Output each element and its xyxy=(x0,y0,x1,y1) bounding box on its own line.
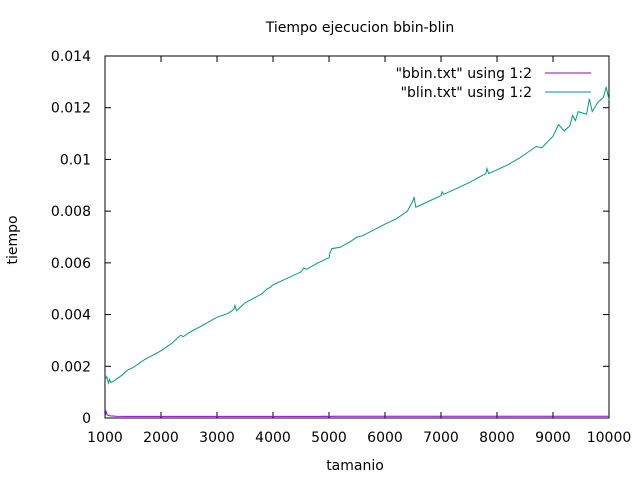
legend: "bbin.txt" using 1:2 "blin.txt" using 1:2 xyxy=(396,66,591,101)
series-line-1 xyxy=(104,86,610,386)
axis-ticks: 1000 2000 3000 4000 5000 6000 7000 8000 9000 1000… xyxy=(51,49,631,446)
plot-frame xyxy=(104,55,610,419)
x-tick-label: 3000 xyxy=(199,430,235,446)
y-tick-label: 0.012 xyxy=(51,101,91,117)
x-tick-label: 1000 xyxy=(87,430,123,446)
y-tick-label: 0.004 xyxy=(51,308,91,324)
legend-label-0: "bbin.txt" using 1:2 xyxy=(396,66,532,82)
y-tick-label: 0.01 xyxy=(60,152,91,168)
y-tick-label: 0.002 xyxy=(51,359,91,375)
x-tick-label: 8000 xyxy=(479,430,515,446)
series-layer xyxy=(104,86,610,417)
x-tick-label: 9000 xyxy=(535,430,571,446)
y-tick-label: 0.006 xyxy=(51,256,91,272)
x-tick-label: 5000 xyxy=(311,430,347,446)
y-tick-label: 0.014 xyxy=(51,49,91,65)
x-tick-label: 10000 xyxy=(587,430,632,446)
legend-label-1: "blin.txt" using 1:2 xyxy=(401,85,532,101)
x-tick-label: 2000 xyxy=(143,430,179,446)
series-line-0 xyxy=(104,409,609,417)
x-tick-label: 7000 xyxy=(423,430,459,446)
y-tick-label: 0 xyxy=(82,411,91,427)
x-tick-label: 4000 xyxy=(255,430,291,446)
x-tick-label: 6000 xyxy=(367,430,403,446)
x-axis-title: tamanio xyxy=(326,458,384,474)
y-tick-label: 0.008 xyxy=(51,204,91,220)
chart-title: Tiempo ejecucion bbin-blin xyxy=(265,20,454,36)
y-axis-title: tiempo xyxy=(5,215,21,264)
